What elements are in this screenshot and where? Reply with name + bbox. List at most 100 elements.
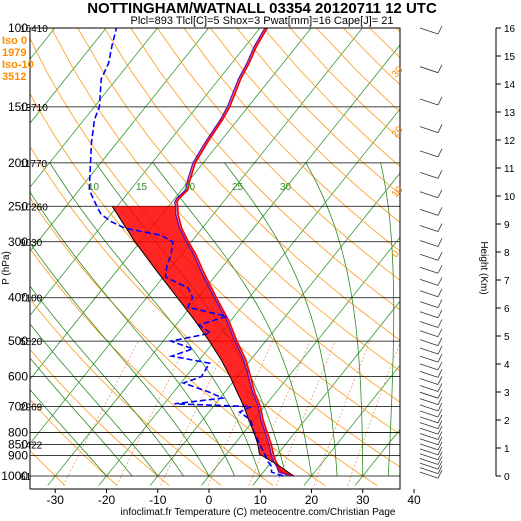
geopotential-height-label: 13710 — [20, 103, 48, 114]
pressure-tick-label: 300 — [8, 235, 28, 249]
wind-barb — [419, 126, 439, 133]
isotherm — [98, 108, 400, 486]
temperature-tick-label: 0 — [206, 493, 213, 507]
wind-barb-flag — [437, 223, 443, 232]
dry-adiabat — [183, 28, 400, 252]
wind-barb — [419, 150, 439, 158]
wind-barb-flag — [437, 299, 443, 308]
height-tick-label: 15 — [504, 52, 516, 63]
moist-adiabat — [30, 389, 107, 477]
wind-barb-flag — [437, 96, 443, 106]
series-parcel — [111, 206, 294, 477]
isotherm — [252, 300, 400, 486]
pressure-tick-label: 100 — [8, 21, 28, 35]
height-tick-label: 2 — [504, 416, 510, 427]
dry-adiabat — [30, 92, 400, 468]
height-tick-label: 9 — [504, 220, 510, 231]
wind-barb — [419, 171, 439, 179]
wind-barb-flag — [437, 265, 443, 274]
height-labels: 16410 13710 11770 10260 9030 7100 5520 2969 1422… — [20, 24, 48, 483]
height-tick-label: 13 — [504, 108, 516, 119]
wind-barb — [419, 370, 439, 378]
wind-barb-flag — [437, 288, 443, 297]
wind-barb-flag — [437, 309, 443, 318]
isotherm — [30, 28, 312, 381]
plot-frame — [29, 27, 401, 490]
geopotential-height-label: 7100 — [20, 294, 43, 305]
isotherm — [47, 44, 400, 486]
isotherm — [30, 28, 107, 124]
geopotential-height-label: 9030 — [20, 238, 43, 249]
wind-barb — [419, 311, 439, 319]
wind-barb — [419, 266, 439, 274]
height-tick-label: 6 — [504, 304, 510, 315]
adiabat-label: 20 — [184, 182, 196, 193]
wind-barb-flag — [437, 465, 443, 474]
height-axis-title: Height (Km) — [478, 241, 489, 294]
series-virtual-temperature — [173, 28, 292, 477]
pressure-tick-label: 400 — [8, 291, 28, 305]
wind-barb — [419, 66, 439, 74]
pressure-tick-label: 900 — [8, 449, 28, 463]
wind-barb-flag — [437, 390, 443, 399]
wind-barb — [419, 443, 439, 451]
wind-barb — [419, 253, 439, 261]
isotherm — [30, 28, 261, 317]
adiabat-label: 15 — [136, 182, 148, 193]
wind-barb — [419, 467, 439, 475]
chart-subtitle: Plcl=893 Tlcl[C]=5 Shox=3 Pwat[mm]=16 Ca… — [130, 15, 393, 27]
wind-barb — [419, 410, 439, 418]
wind-barb — [419, 330, 439, 338]
dry-adiabat — [157, 28, 400, 281]
isobars — [30, 27, 400, 477]
wind-barb — [419, 339, 439, 346]
wind-barb — [419, 433, 439, 440]
pressure-tick-label: 200 — [8, 156, 28, 170]
wind-barb-flag — [437, 319, 443, 328]
wind-barb — [419, 290, 439, 298]
wind-barb-flag — [437, 124, 443, 133]
wind-barb-flag — [437, 328, 443, 337]
wind-barb-flag — [437, 441, 443, 451]
freezing-level-label: 3512 — [2, 71, 26, 83]
wind-barb-flag — [437, 383, 443, 392]
pressure-tick-label: 850 — [8, 437, 28, 451]
mixing-ratio — [62, 340, 139, 486]
temperature-axis: -30 -20 -10 0 10 20 30 40 — [47, 489, 421, 507]
wind-barb — [419, 225, 439, 232]
height-tick-label: 7 — [504, 276, 510, 287]
wind-barb — [419, 363, 439, 371]
mixing-ratio-label: 20 — [390, 124, 406, 140]
freezing-level-label: Iso 0 — [2, 35, 27, 47]
geopotential-height-label: 2969 — [20, 403, 43, 414]
wind-barb-flag — [437, 189, 443, 198]
wind-barb — [419, 347, 439, 355]
height-tick-label: 12 — [504, 136, 516, 147]
wind-barb — [419, 416, 439, 424]
wind-barb-flag — [437, 431, 443, 440]
dry-adiabat — [30, 399, 118, 486]
wind-barb — [419, 391, 439, 399]
geopotential-height-label: 5520 — [20, 337, 43, 348]
pressure-tick-label: 700 — [8, 400, 28, 414]
wind-barb-flag — [437, 451, 443, 460]
pressure-tick-label: 600 — [8, 370, 28, 384]
wind-barb — [419, 378, 439, 385]
height-tick-label: 16 — [504, 24, 516, 35]
temperature-tick-label: 30 — [356, 493, 370, 507]
height-tick-label: 14 — [504, 80, 516, 91]
wind-barb — [419, 355, 439, 363]
wind-barb-flag — [437, 446, 443, 456]
wind-barb-flag — [437, 420, 443, 429]
temperature-tick-label: 20 — [305, 493, 319, 507]
dry-adiabat — [30, 197, 326, 486]
wind-barb-flag — [437, 414, 443, 424]
wind-barb — [419, 385, 439, 392]
wind-barb — [419, 453, 439, 461]
dry-adiabat — [30, 298, 222, 486]
wind-barb — [419, 398, 439, 406]
series-dewpoint — [88, 28, 284, 477]
wind-barb-flag — [437, 396, 443, 405]
